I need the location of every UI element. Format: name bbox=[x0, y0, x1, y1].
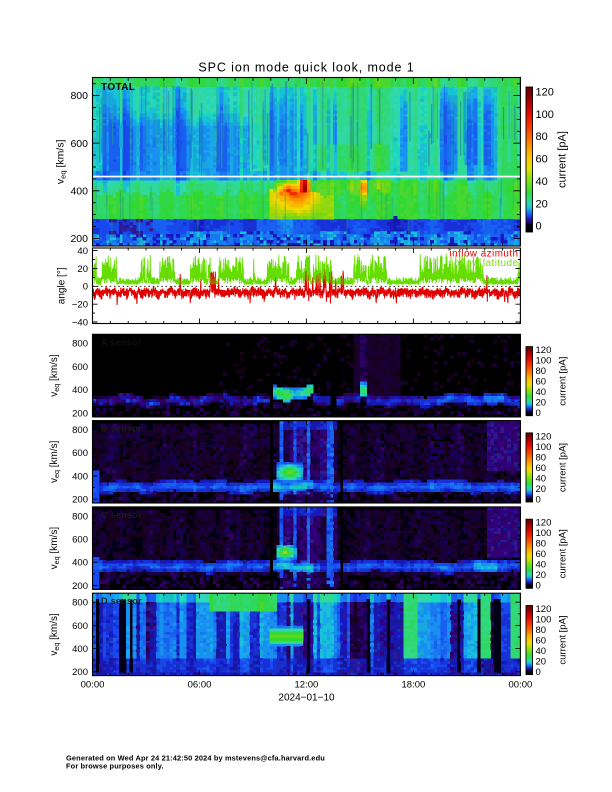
svg-text:120: 120 bbox=[536, 604, 552, 615]
svg-text:60: 60 bbox=[536, 377, 547, 388]
svg-text:600: 600 bbox=[72, 535, 88, 546]
svg-text:00:00: 00:00 bbox=[509, 679, 533, 690]
svg-text:800: 800 bbox=[70, 90, 88, 102]
svg-text:40: 40 bbox=[536, 176, 548, 188]
svg-text:100: 100 bbox=[536, 356, 552, 367]
svg-text:200: 200 bbox=[72, 408, 88, 419]
svg-text:20: 20 bbox=[536, 198, 548, 210]
svg-text:20: 20 bbox=[77, 264, 88, 275]
svg-text:800: 800 bbox=[72, 598, 88, 609]
svg-text:400: 400 bbox=[72, 471, 88, 482]
svg-text:angle [°]: angle [°] bbox=[57, 267, 68, 304]
svg-text:600: 600 bbox=[72, 621, 88, 632]
svg-text:veq [km/s]: veq [km/s] bbox=[49, 613, 61, 656]
svg-text:600: 600 bbox=[72, 362, 88, 373]
svg-text:400: 400 bbox=[72, 385, 88, 396]
svg-text:80: 80 bbox=[536, 366, 547, 377]
svg-text:0: 0 bbox=[536, 408, 541, 419]
svg-text:−40: −40 bbox=[72, 317, 88, 328]
svg-text:veq [km/s]: veq [km/s] bbox=[49, 527, 61, 570]
svg-text:100: 100 bbox=[536, 528, 552, 539]
svg-text:600: 600 bbox=[70, 138, 88, 150]
svg-text:inflow azimuth: inflow azimuth bbox=[449, 249, 518, 260]
svg-text:12:00: 12:00 bbox=[295, 679, 319, 690]
svg-text:60: 60 bbox=[536, 549, 547, 560]
svg-text:80: 80 bbox=[536, 539, 547, 550]
svg-text:−20: −20 bbox=[72, 300, 88, 311]
svg-text:200: 200 bbox=[72, 495, 88, 506]
svg-text:C sensor: C sensor bbox=[101, 510, 142, 520]
svg-text:40: 40 bbox=[536, 560, 547, 571]
svg-text:0: 0 bbox=[536, 581, 541, 592]
svg-text:current [pA]: current [pA] bbox=[558, 615, 569, 664]
svg-text:20: 20 bbox=[536, 570, 547, 581]
svg-text:400: 400 bbox=[70, 185, 88, 197]
svg-text:veq [km/s]: veq [km/s] bbox=[49, 354, 61, 397]
svg-text:06:00: 06:00 bbox=[188, 679, 212, 690]
svg-text:600: 600 bbox=[72, 448, 88, 459]
svg-text:800: 800 bbox=[72, 511, 88, 522]
svg-text:SPC ion mode quick look, mode: SPC ion mode quick look, mode 1 bbox=[198, 61, 414, 75]
svg-text:40: 40 bbox=[536, 646, 547, 657]
svg-text:120: 120 bbox=[536, 87, 554, 99]
svg-text:800: 800 bbox=[72, 339, 88, 350]
svg-text:current [pA]: current [pA] bbox=[558, 529, 569, 578]
svg-text:For browse purposes only.: For browse purposes only. bbox=[66, 762, 164, 771]
svg-text:400: 400 bbox=[72, 644, 88, 655]
svg-text:B sensor: B sensor bbox=[101, 424, 142, 434]
svg-text:18:00: 18:00 bbox=[402, 679, 426, 690]
svg-text:0: 0 bbox=[536, 494, 541, 505]
svg-text:0: 0 bbox=[536, 667, 541, 678]
svg-text:120: 120 bbox=[536, 345, 552, 356]
svg-text:80: 80 bbox=[536, 131, 548, 143]
svg-text:D sensor: D sensor bbox=[101, 596, 142, 606]
svg-text:veq [km/s]: veq [km/s] bbox=[55, 139, 68, 184]
svg-text:0: 0 bbox=[536, 221, 542, 233]
svg-text:20: 20 bbox=[536, 484, 547, 495]
svg-text:current [pA]: current [pA] bbox=[558, 443, 569, 492]
svg-text:400: 400 bbox=[72, 558, 88, 569]
svg-text:60: 60 bbox=[536, 463, 547, 474]
svg-text:200: 200 bbox=[70, 233, 88, 245]
svg-text:2024−01−10: 2024−01−10 bbox=[278, 693, 335, 704]
svg-text:Generated on Wed Apr 24 21:42:: Generated on Wed Apr 24 21:42:50 2024 by… bbox=[66, 754, 325, 763]
svg-text:120: 120 bbox=[536, 431, 552, 442]
svg-text:40: 40 bbox=[536, 387, 547, 398]
svg-text:200: 200 bbox=[72, 667, 88, 678]
svg-text:100: 100 bbox=[536, 109, 554, 121]
svg-text:80: 80 bbox=[536, 625, 547, 636]
svg-text:20: 20 bbox=[536, 656, 547, 667]
svg-text:800: 800 bbox=[72, 425, 88, 436]
svg-text:inflow latitude: inflow latitude bbox=[452, 258, 519, 269]
svg-text:0: 0 bbox=[83, 282, 88, 293]
svg-text:00:00: 00:00 bbox=[81, 679, 105, 690]
svg-text:40: 40 bbox=[77, 246, 88, 257]
svg-text:60: 60 bbox=[536, 635, 547, 646]
svg-text:100: 100 bbox=[536, 442, 552, 453]
svg-text:veq [km/s]: veq [km/s] bbox=[49, 440, 61, 483]
svg-text:current [pA]: current [pA] bbox=[558, 357, 569, 406]
svg-text:A sensor: A sensor bbox=[101, 337, 142, 347]
svg-text:120: 120 bbox=[536, 518, 552, 529]
svg-text:20: 20 bbox=[536, 398, 547, 409]
svg-text:current [pA]: current [pA] bbox=[557, 131, 569, 188]
svg-text:60: 60 bbox=[536, 154, 548, 166]
svg-text:40: 40 bbox=[536, 473, 547, 484]
svg-text:100: 100 bbox=[536, 614, 552, 625]
svg-text:80: 80 bbox=[536, 452, 547, 463]
svg-text:200: 200 bbox=[72, 581, 88, 592]
svg-text:TOTAL: TOTAL bbox=[101, 82, 135, 93]
